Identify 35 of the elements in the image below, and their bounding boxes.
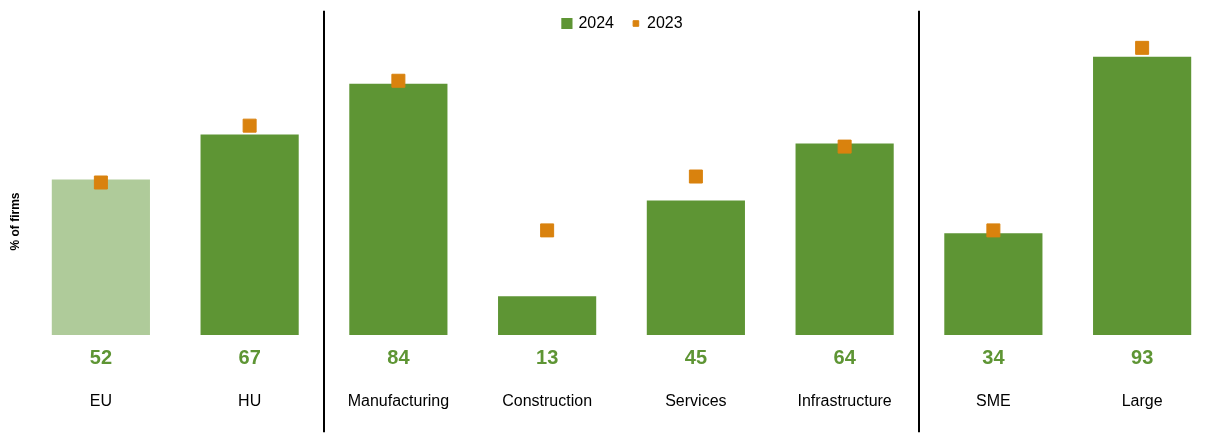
point <box>540 223 555 238</box>
bar <box>646 200 745 336</box>
bar <box>200 134 299 336</box>
data-label: 34 <box>982 345 1006 368</box>
x-tick-label: Construction <box>502 391 593 409</box>
bar <box>349 83 448 336</box>
data-label: 45 <box>684 345 707 368</box>
bar <box>795 143 894 336</box>
data-label: 93 <box>1131 345 1154 368</box>
data-label: 84 <box>387 345 411 368</box>
point <box>391 73 406 88</box>
data-label: 67 <box>238 345 261 368</box>
bar <box>498 296 597 336</box>
x-tick-label: EU <box>89 391 112 409</box>
point <box>242 118 257 133</box>
point <box>986 223 1001 238</box>
point <box>837 139 852 154</box>
y-axis-title: % of firms <box>7 192 22 251</box>
point <box>688 169 703 184</box>
legend-label: 2023 <box>647 14 683 32</box>
data-label: 13 <box>536 345 559 368</box>
point <box>93 175 108 190</box>
bar <box>944 233 1043 336</box>
x-tick-label: Services <box>665 391 727 409</box>
legend-label: 2024 <box>578 14 614 32</box>
bar <box>51 179 150 336</box>
data-label: 52 <box>89 345 112 368</box>
bar <box>1093 56 1192 336</box>
data-label: 64 <box>833 345 857 368</box>
x-tick-label: Manufacturing <box>347 391 450 409</box>
point <box>1135 40 1150 55</box>
x-tick-label: SME <box>976 391 1011 409</box>
x-tick-label: Large <box>1121 391 1163 409</box>
x-tick-label: HU <box>238 391 262 409</box>
x-tick-label: Infrastructure <box>797 391 892 409</box>
